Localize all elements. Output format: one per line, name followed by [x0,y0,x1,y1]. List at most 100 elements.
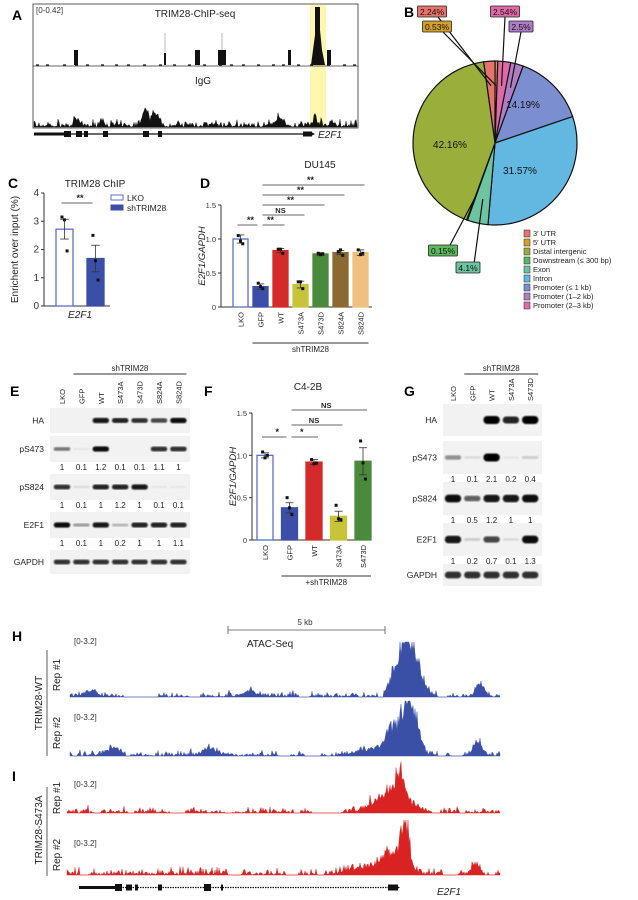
blot-row-label: HA [425,415,437,425]
quant-value: 1 [157,539,162,548]
y-tick-label: 2 [33,245,39,256]
band [170,559,187,565]
atac-signal-wt-rep1 [69,641,501,698]
legend-label: Promoter (2–3 kb) [533,301,594,310]
callout-line [509,31,522,88]
y-axis-label: E2F1/GAPDH [197,226,208,285]
significance-label: ** [76,193,84,203]
quant-value: 1 [99,539,104,548]
igg-signal [33,107,358,128]
gene-exon [135,884,138,891]
data-point [314,461,318,465]
blot-header: shTRIM28 [111,364,148,373]
data-point [265,453,269,457]
lane-label: LKO [449,386,458,401]
band [170,485,187,489]
lane-label: GFP [77,389,86,404]
gene-exon [221,884,223,891]
bar-lko [55,228,74,307]
data-point [363,477,367,481]
callout-line [500,16,506,87]
quant-value: 1.2 [486,516,498,525]
band [464,456,481,459]
callout-label: 0.53% [425,22,450,32]
quant-value: 0.2 [467,557,479,566]
x-tick-label: WT [277,312,286,324]
gene-exon [34,132,64,136]
data-point [241,242,245,246]
quant-value: 0.4 [525,475,537,484]
blot-row-label: HA [32,416,44,426]
quant-value: 1 [60,501,65,510]
data-point [321,252,325,256]
data-point [63,218,66,222]
range-label: [0-3.2] [74,713,97,722]
group-label: +shTRIM28 [305,578,347,587]
x-tick-label: S473A [335,545,344,568]
panel-label-h: H [12,628,22,644]
legend-label: Downstream (≤ 300 bp) [533,256,612,265]
rep-label: Rep #2 [52,716,63,749]
chip-signal-bar [218,50,226,65]
gene-exon [158,131,162,137]
callout-label: 2.24% [420,7,445,17]
data-point [316,251,320,255]
y-tick-label: 1 [33,273,39,284]
blot-row-label: E2F1 [417,535,438,545]
quant-value: 1 [60,463,65,472]
gene-exon [158,884,162,891]
panel-label-f: F [204,383,213,399]
band [92,559,110,565]
band [111,484,129,490]
band [483,453,500,462]
bar-lko [256,454,274,541]
legend-label: LKO [127,193,144,203]
band [444,571,462,579]
data-point [94,259,97,263]
significance-label: ** [267,215,275,225]
gene-exon [115,884,122,891]
data-point [290,513,294,517]
y-tick-label: 1.5 [237,409,247,418]
callout-box [417,5,447,18]
x-tick-label: S824A [337,312,346,335]
band [92,484,110,490]
quant-value: 0.1 [173,501,185,510]
band [521,456,539,459]
data-point [261,287,265,291]
data-point [356,248,360,252]
y-tick-label: 0 [212,303,216,312]
rep-label: Rep #2 [52,838,63,871]
blot-membrane [50,436,190,462]
chip-signal-bar [327,50,331,65]
band [131,559,148,565]
y-tick-label: 0 [243,536,247,545]
legend-label: Distal intergenic [533,247,587,256]
y-tick-label: 0.5 [206,269,216,278]
data-point [60,215,64,219]
gene-exon [204,884,211,891]
range-label: [0-3.2] [74,780,97,789]
blot-row-label: GAPDH [407,570,437,580]
slice-label: 42.16% [433,140,467,151]
legend-label: 3′ UTR [533,229,557,238]
lane-label: S473D [136,380,145,404]
y-tick-label: 1.5 [206,201,216,210]
callout-box [428,244,458,257]
chart-title: DU145 [304,160,336,171]
data-point [261,450,265,454]
quant-value: 1.3 [525,557,537,566]
gene-exon [303,131,312,137]
quant-value: 0.2 [115,539,127,548]
band [502,494,520,503]
lane-label: WT [488,389,497,401]
legend-swatch [523,229,531,238]
gene-exon [76,131,82,137]
panel-label-c: C [8,175,18,191]
quant-value: 0.1 [76,501,88,510]
panel-label-g: G [404,383,415,399]
quant-value: 1 [99,501,104,510]
chip-signal-bar [164,53,166,65]
quant-value: 0.1 [76,539,88,548]
legend-label: shTRIM28 [127,203,166,213]
